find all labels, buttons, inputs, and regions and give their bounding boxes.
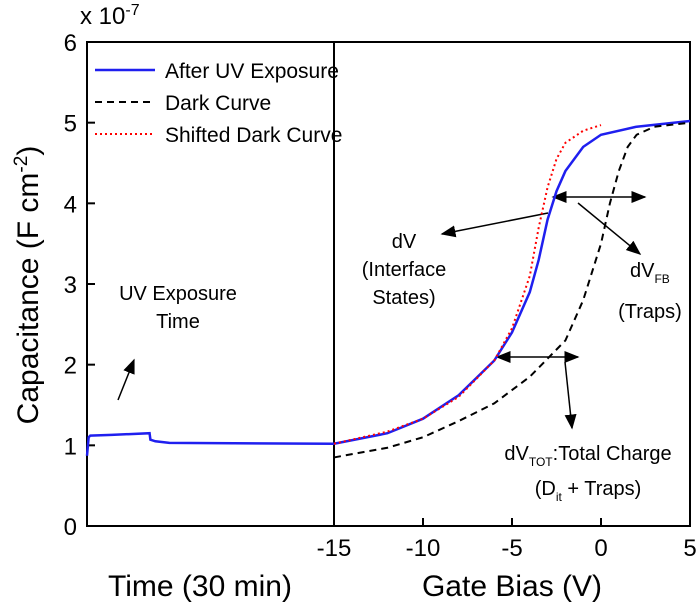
- annotations: UV Exposure Time dV (Interface States) d…: [117, 191, 682, 504]
- annotation: dVTOT:Total Charge: [504, 443, 671, 469]
- annotation: dVFB: [630, 260, 670, 286]
- arrow: [440, 212, 549, 238]
- arrow: [577, 202, 642, 255]
- y-tick-label: 5: [64, 111, 77, 138]
- y-tick-label: 4: [64, 191, 77, 218]
- x-tick-label: -10: [406, 535, 441, 562]
- data-line: [333, 119, 691, 445]
- y-tick-label: 3: [64, 272, 77, 299]
- x-axis-label: Time (30 min): [108, 570, 292, 603]
- arrow: [564, 361, 577, 430]
- annotation: States): [372, 287, 435, 309]
- y-tick-label: 2: [64, 353, 77, 380]
- x-tick-label: 5: [683, 535, 696, 562]
- legend-label: After UV Exposure: [165, 60, 339, 83]
- annotation: (Dit + Traps): [535, 478, 642, 504]
- x-tick-label: 0: [594, 535, 607, 562]
- legend: After UV Exposure Dark Curve Shifted Dark …: [95, 60, 342, 147]
- arrow: [117, 358, 135, 401]
- annotation: UV Exposure: [119, 283, 237, 305]
- data-line: [333, 124, 602, 445]
- legend-label: Dark Curve: [165, 92, 271, 115]
- y-axis-label: Capacitance (F cm-2): [11, 146, 45, 425]
- x-tick-label: -15: [317, 535, 352, 562]
- x-tick-label: -5: [501, 535, 522, 562]
- multiplier: x 10-7: [80, 2, 140, 30]
- annotation: (Interface: [362, 259, 446, 281]
- annotation: Time: [156, 311, 200, 333]
- legend-label: Shifted Dark Curve: [165, 124, 342, 147]
- annotation: dV: [392, 231, 417, 253]
- annotation: (Traps): [618, 301, 682, 323]
- x-axis-label: Gate Bias (V): [422, 570, 602, 603]
- y-tick-label: 1: [64, 433, 77, 460]
- y-tick-label: 6: [64, 30, 77, 57]
- data-line: [85, 431, 335, 456]
- y-tick-label: 0: [64, 514, 77, 541]
